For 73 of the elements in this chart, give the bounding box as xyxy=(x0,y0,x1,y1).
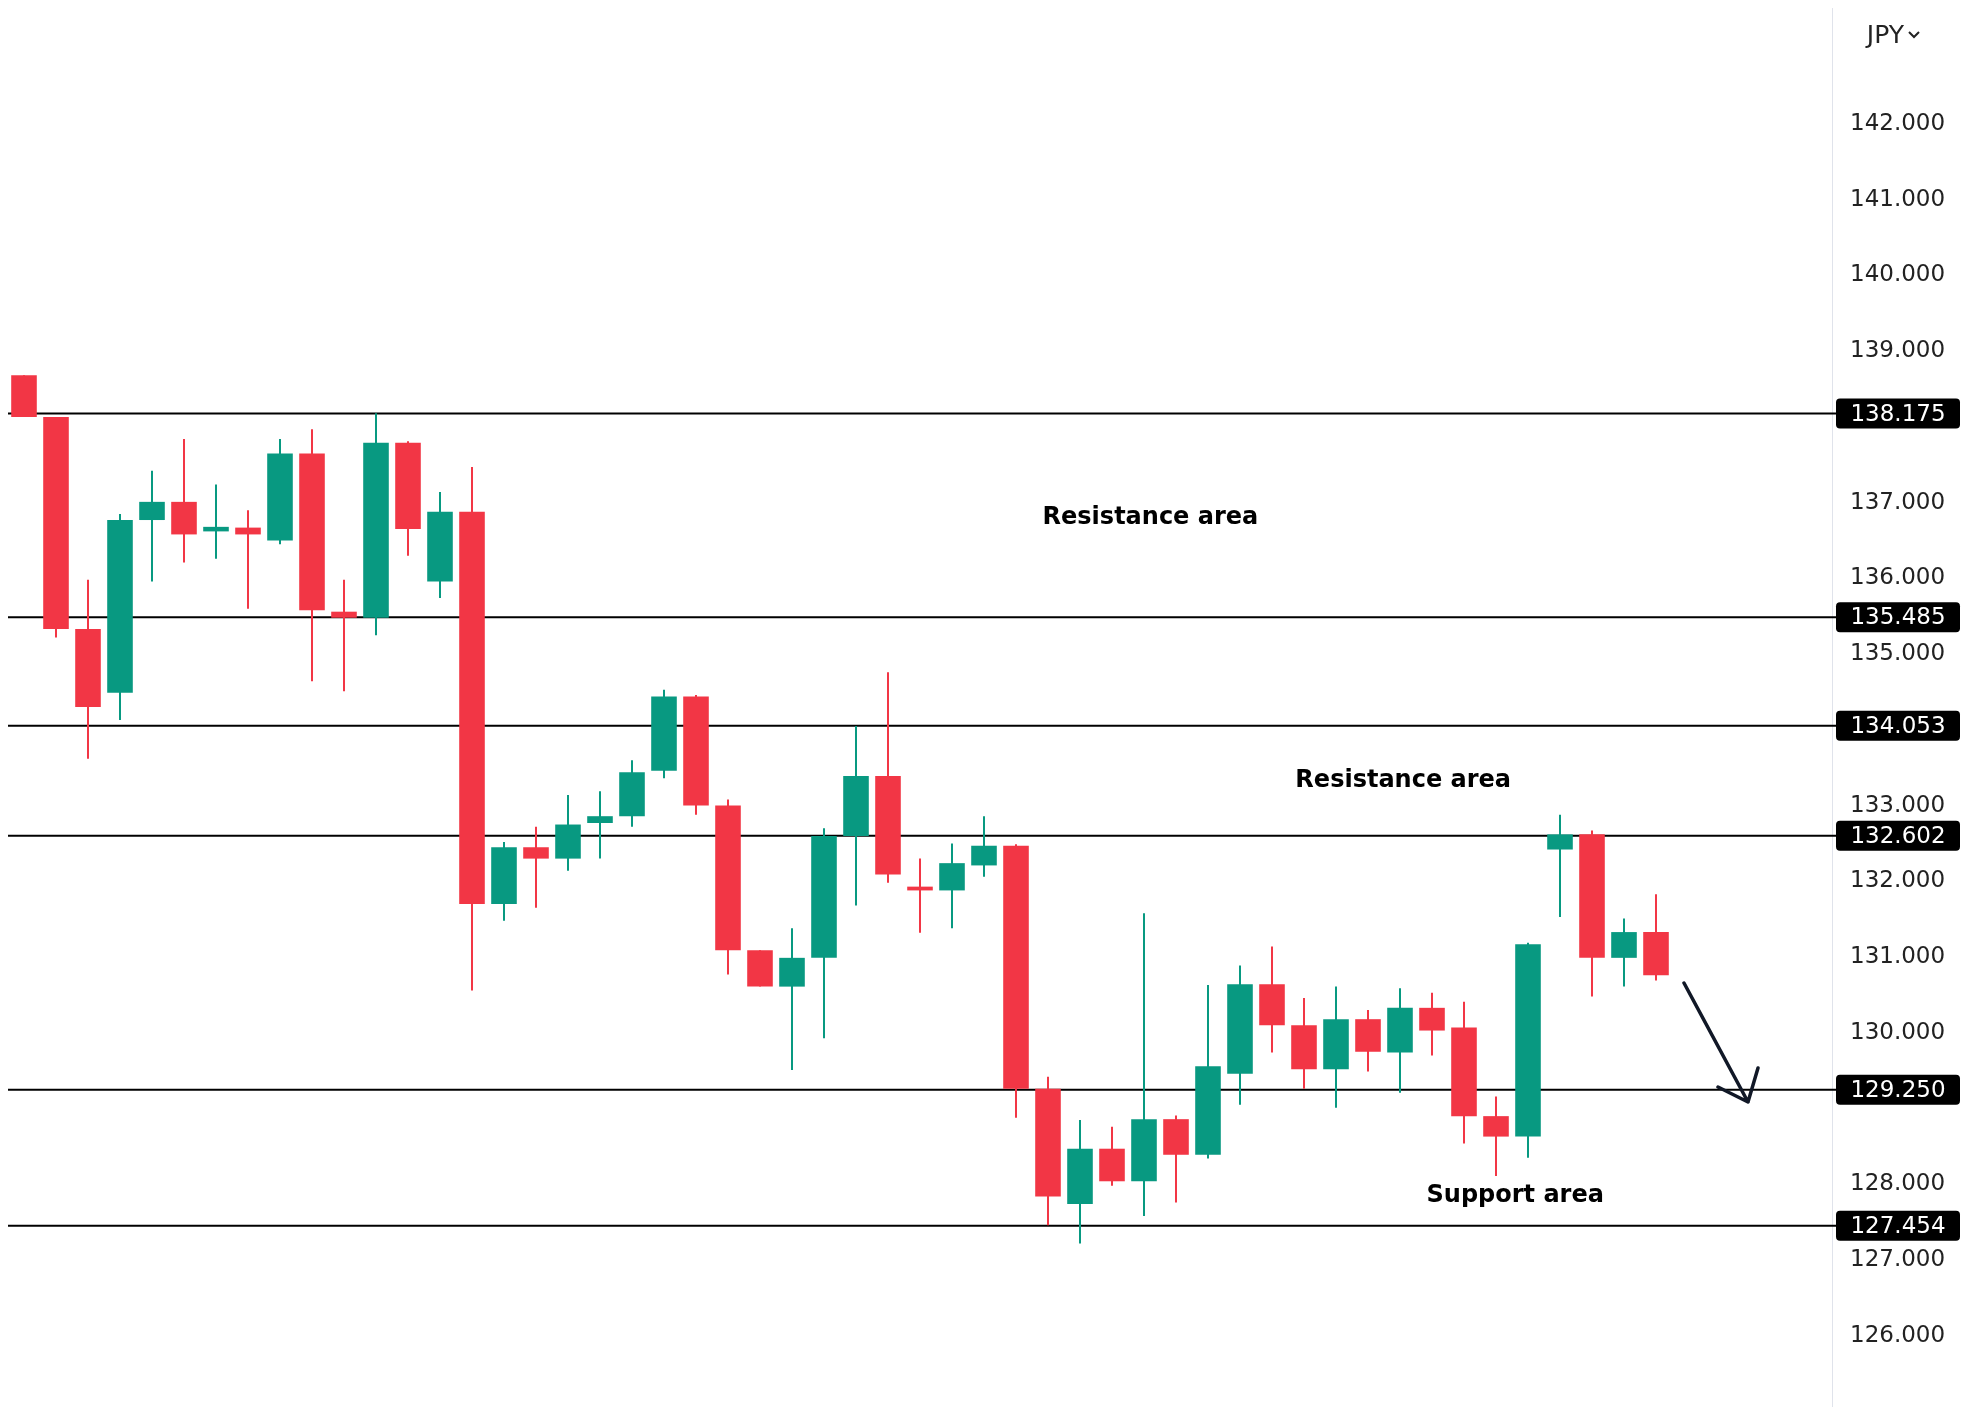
candlestick xyxy=(1163,1114,1189,1204)
candlestick xyxy=(875,671,901,884)
y-tick-label: 139.000 xyxy=(1850,336,1946,363)
candlestick xyxy=(843,725,869,907)
candlestick xyxy=(1035,1075,1061,1227)
candlestick xyxy=(1259,945,1285,1054)
y-tick-label: 141.000 xyxy=(1850,184,1946,211)
candlestick xyxy=(939,842,965,930)
ref-line-label: 129.250 xyxy=(1850,1075,1946,1102)
ref-line-label: 127.454 xyxy=(1850,1211,1946,1238)
candlestick xyxy=(1003,843,1029,1119)
annotation: Support area xyxy=(1426,1179,1604,1208)
candlestick xyxy=(1515,941,1541,1159)
y-tick-label: 131.000 xyxy=(1850,942,1946,969)
candlestick xyxy=(1195,984,1221,1160)
candlestick xyxy=(1291,996,1317,1090)
candlestick xyxy=(1099,1125,1125,1187)
y-tick-label: 140.000 xyxy=(1850,260,1946,287)
candlestick xyxy=(11,374,37,419)
candlestick xyxy=(171,437,197,564)
y-tick-label: 133.000 xyxy=(1850,790,1946,817)
candlestick xyxy=(43,416,69,639)
candlestick xyxy=(683,694,709,816)
candlestick xyxy=(1579,829,1605,998)
candlestick xyxy=(491,840,517,922)
candlestick xyxy=(75,578,101,760)
candlestick xyxy=(619,759,645,828)
candlestick xyxy=(1131,912,1157,1218)
candlestick xyxy=(1067,1118,1093,1245)
annotation: Resistance area xyxy=(1295,764,1512,793)
y-tick-label: 136.000 xyxy=(1850,563,1946,590)
y-tick-label: 127.000 xyxy=(1850,1245,1946,1272)
candlestick xyxy=(587,790,613,860)
candlestick xyxy=(1611,917,1637,988)
candlestick xyxy=(363,412,389,637)
candlestick xyxy=(1643,893,1669,982)
y-tick-label: 132.000 xyxy=(1850,866,1946,893)
candlestick xyxy=(1547,813,1573,918)
y-tick-label: 135.000 xyxy=(1850,639,1946,666)
ref-line-label: 138.175 xyxy=(1850,399,1946,426)
candlestick xyxy=(651,688,677,780)
candlestick xyxy=(1483,1095,1509,1177)
candlestick xyxy=(1323,985,1349,1109)
candlestick xyxy=(139,469,165,583)
annotation: Resistance area xyxy=(1042,501,1259,530)
candlestick xyxy=(299,428,325,683)
y-axis-title: JPY xyxy=(1866,20,1904,49)
candlestick xyxy=(747,949,773,988)
ref-line-label: 134.053 xyxy=(1850,711,1946,738)
candlestick xyxy=(1419,991,1445,1057)
candlestick xyxy=(555,793,581,872)
candlestick xyxy=(523,825,549,909)
candlestick xyxy=(1355,1009,1381,1073)
y-tick-label: 126.000 xyxy=(1850,1320,1946,1347)
candlestick xyxy=(395,440,421,557)
y-tick-label: 137.000 xyxy=(1850,487,1946,514)
ref-line-label: 132.602 xyxy=(1850,821,1946,848)
candlestick xyxy=(715,798,741,976)
candlestick xyxy=(331,578,357,693)
candlestick xyxy=(1387,987,1413,1094)
y-tick-label: 128.000 xyxy=(1850,1169,1946,1196)
ref-line-label: 135.485 xyxy=(1850,603,1946,630)
candlestick xyxy=(1227,964,1253,1106)
candlestick xyxy=(811,827,837,1040)
candlestick xyxy=(267,437,293,546)
candlestick xyxy=(107,512,133,721)
y-tick-label: 130.000 xyxy=(1850,1017,1946,1044)
y-tick-label: 142.000 xyxy=(1850,108,1946,135)
candlestick xyxy=(459,466,485,992)
candlestick xyxy=(427,491,453,600)
candlestick xyxy=(779,927,805,1071)
candlestick xyxy=(1451,1000,1477,1145)
candlestick xyxy=(971,815,997,878)
